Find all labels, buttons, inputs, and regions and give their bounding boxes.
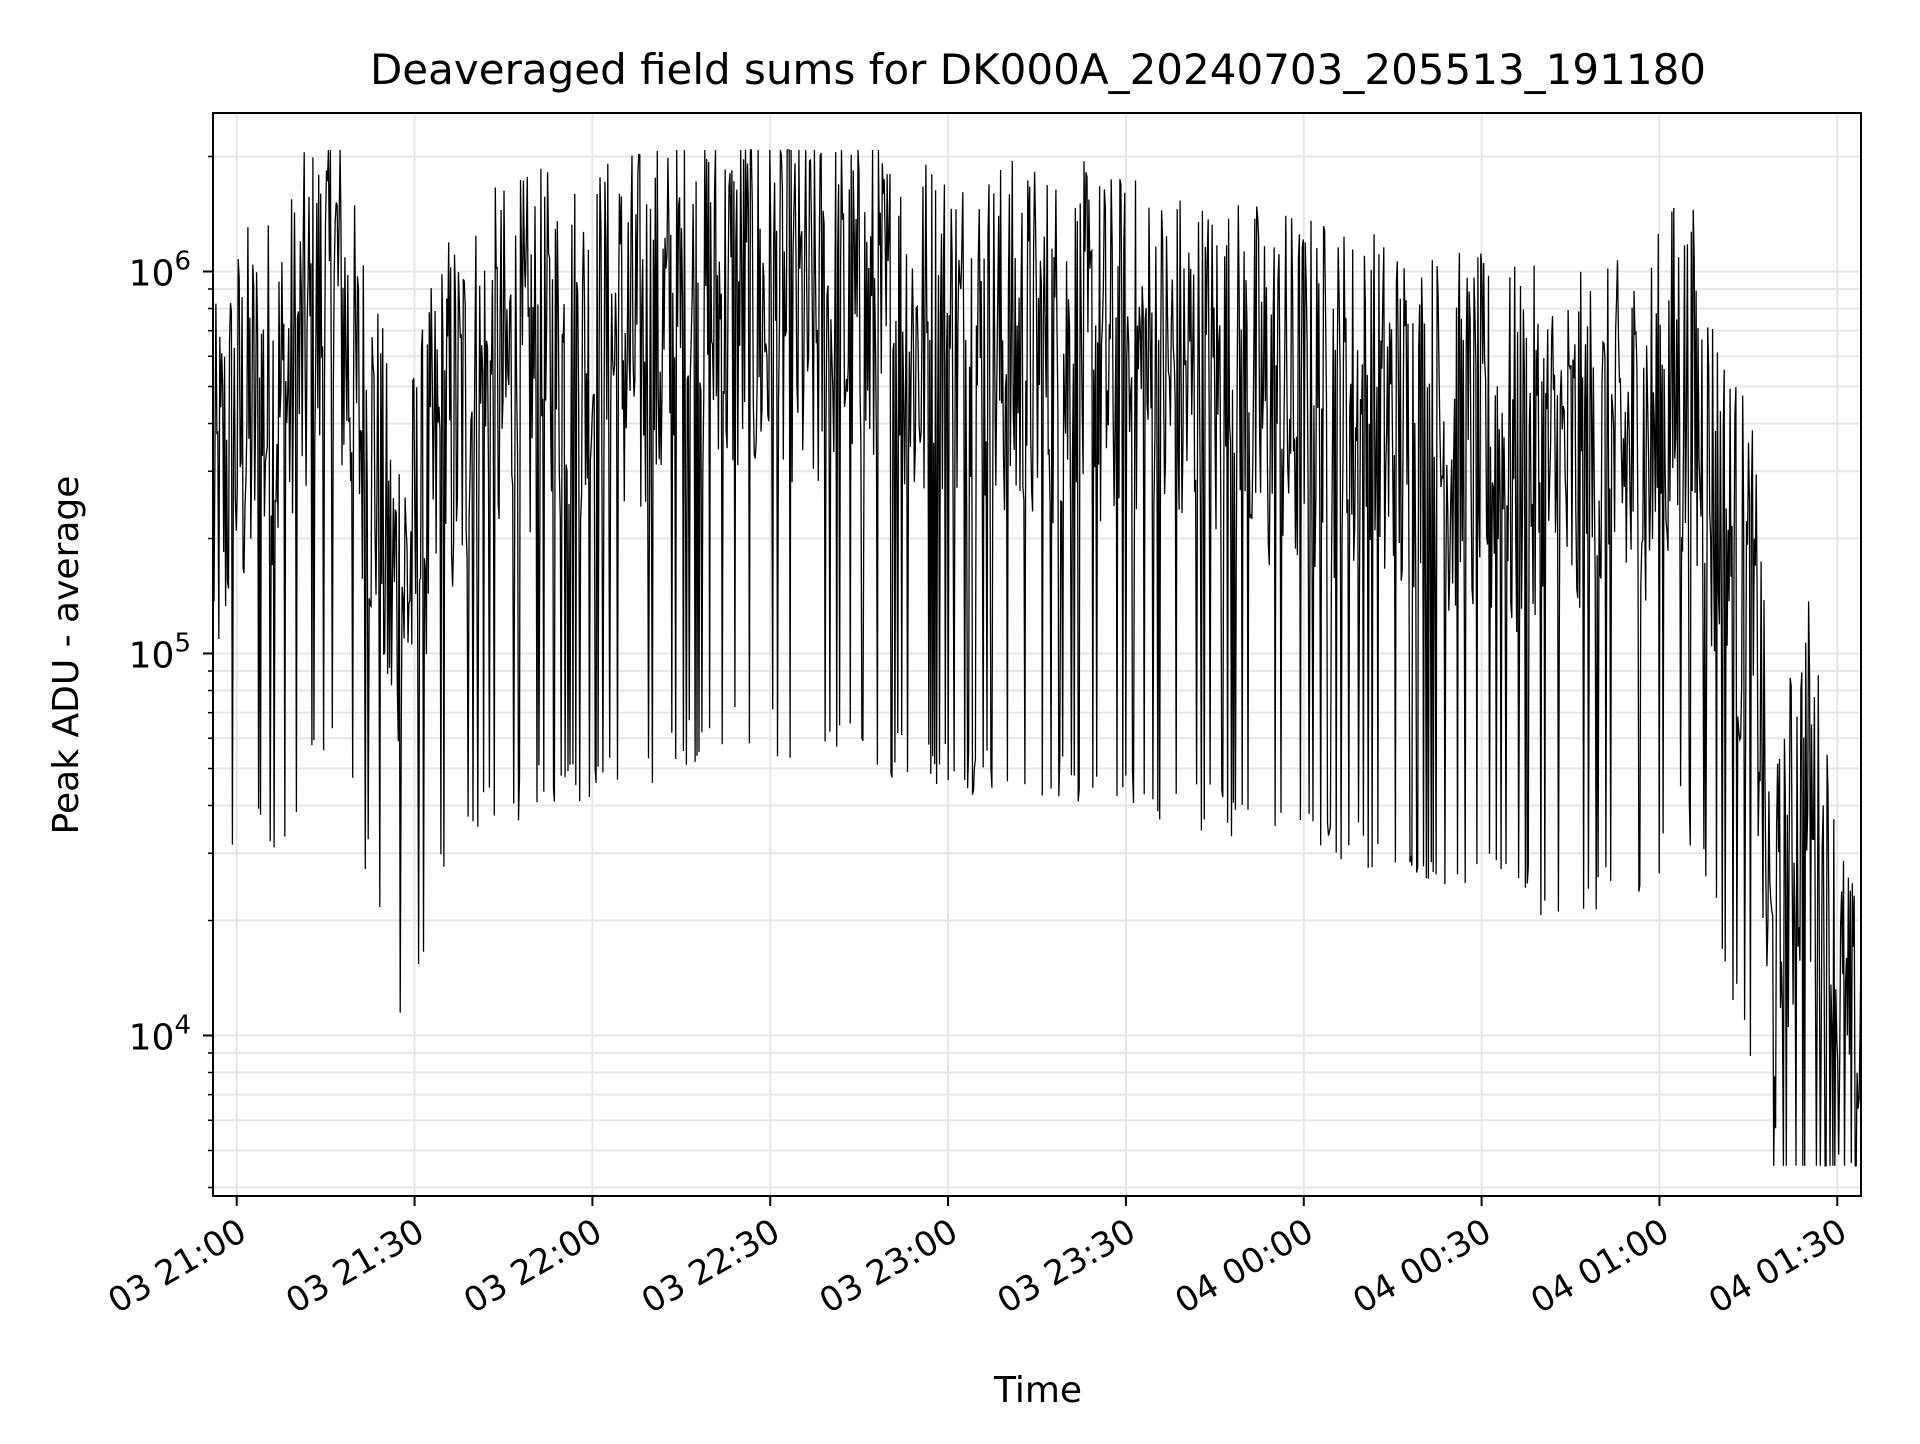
series-layer — [212, 149, 1862, 1167]
y-tick-label: 105 — [129, 628, 191, 676]
y-tick-label: 106 — [129, 247, 191, 295]
plot-frame — [212, 112, 1862, 1197]
y-tick-label: 104 — [129, 1010, 191, 1058]
grid — [213, 113, 1861, 1196]
y-axis-label: Peak ADU - average — [46, 476, 87, 835]
x-axis-label: Time — [993, 1370, 1082, 1411]
series-line — [212, 149, 1862, 1167]
chart-title: Deaveraged field sums for DK000A_2024070… — [370, 45, 1706, 94]
